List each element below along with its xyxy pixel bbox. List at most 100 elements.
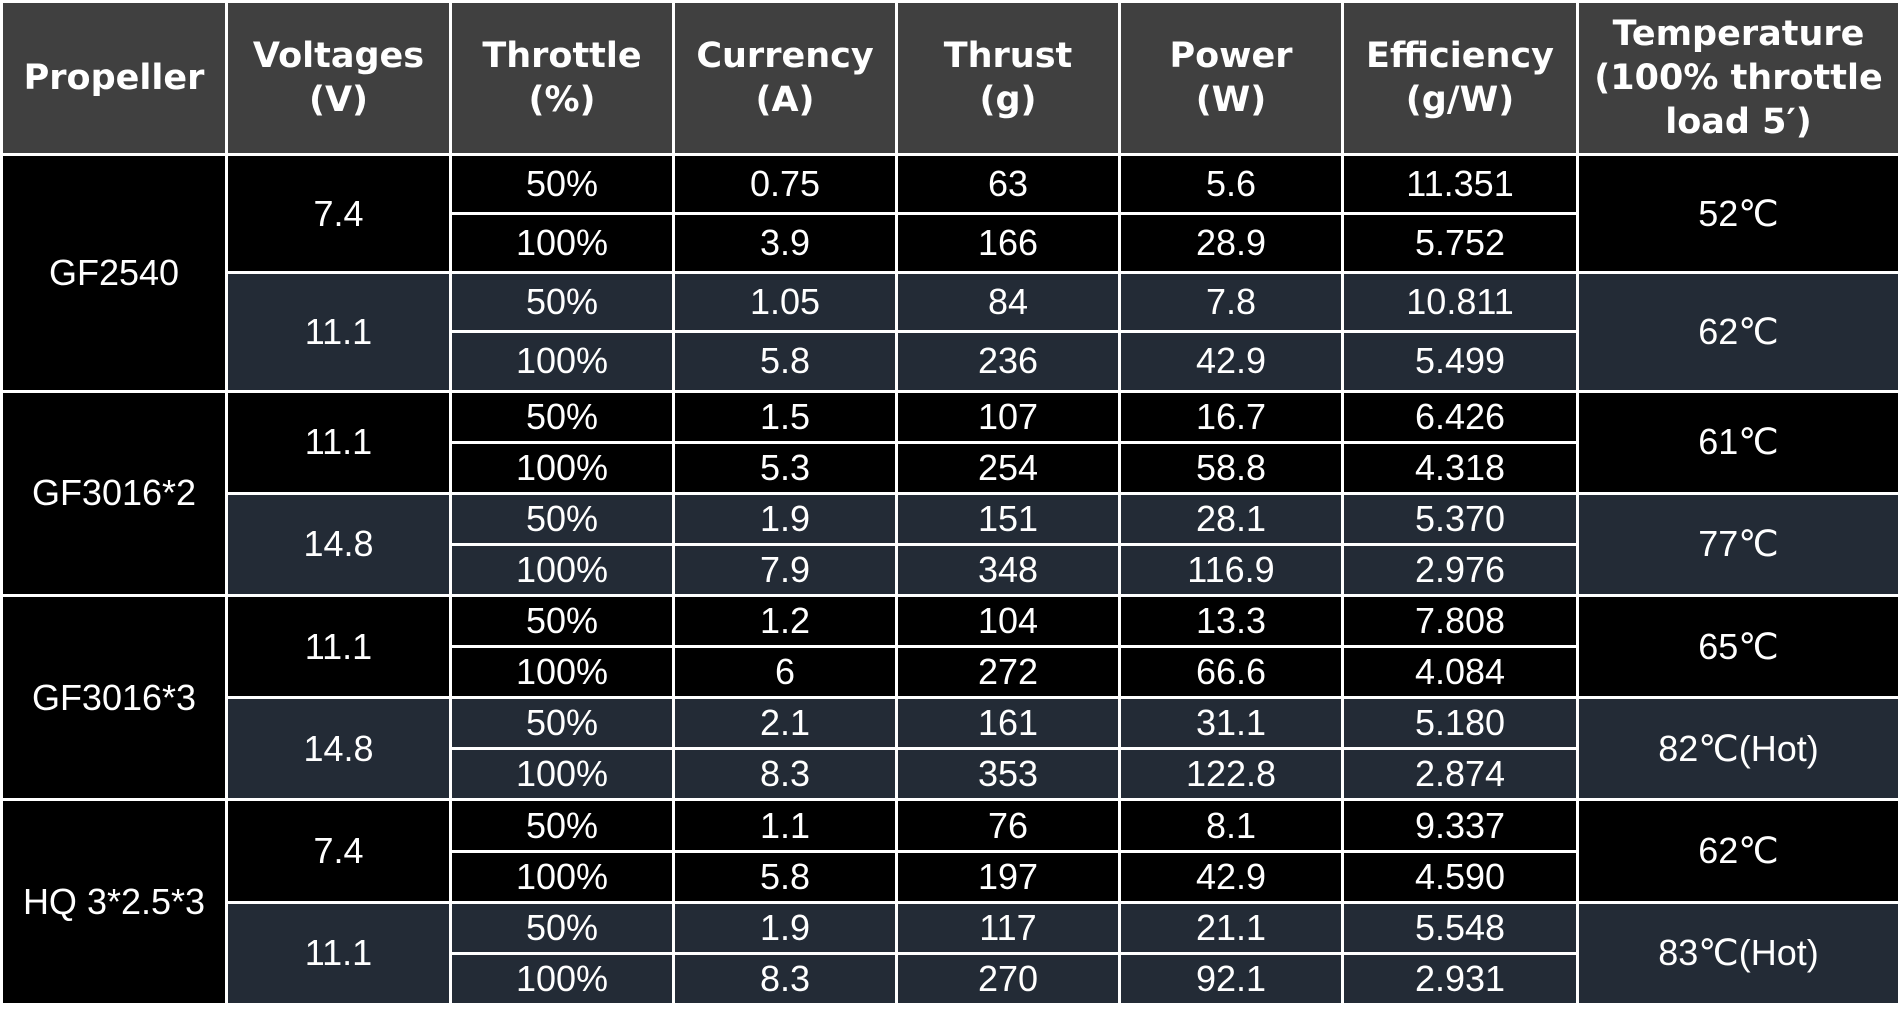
power-cell: 66.6	[1118, 645, 1344, 700]
efficiency-cell: 4.318	[1341, 440, 1579, 495]
header-label: Voltages	[252, 36, 425, 76]
current-cell: 1.9	[672, 900, 898, 955]
current-cell: 1.05	[672, 271, 898, 334]
header-propeller: Propeller	[0, 0, 228, 156]
voltage-cell: 14.8	[225, 491, 452, 598]
current-cell: 0.75	[672, 152, 898, 216]
power-cell: 122.8	[1118, 747, 1344, 802]
header-unit: load 5′)	[1665, 102, 1812, 142]
table-row: 100% 5.8 197 42.9 4.590	[2, 849, 1900, 904]
throttle-cell: 100%	[449, 747, 675, 802]
efficiency-cell: 4.084	[1341, 645, 1579, 700]
temperature-cell: 62℃	[1576, 798, 1900, 904]
current-cell: 3.9	[672, 212, 898, 275]
power-cell: 7.8	[1118, 271, 1344, 334]
propeller-name: GF3016*3	[0, 594, 228, 802]
thrust-cell: 107	[895, 389, 1121, 444]
power-cell: 28.9	[1118, 212, 1344, 275]
header-label: Power	[1169, 36, 1293, 76]
throttle-cell: 100%	[449, 212, 675, 275]
header-label: Currency	[696, 36, 874, 76]
power-cell: 13.3	[1118, 594, 1344, 649]
table-row: 14.8 50% 1.9 151 28.1 5.370 77℃	[2, 491, 1900, 598]
table-row: GF2540 7.4 50% 0.75 63 5.6 11.351 52℃	[0, 152, 1900, 393]
thrust-cell: 353	[895, 747, 1121, 802]
temperature-cell: 77℃	[1576, 491, 1900, 598]
power-cell: 58.8	[1118, 440, 1344, 495]
propeller-name: GF2540	[0, 153, 228, 393]
voltage-cell: 11.1	[225, 271, 452, 393]
thrust-cell: 84	[895, 271, 1121, 334]
header-temperature: Temperature (100% throttle load 5′)	[1576, 0, 1900, 156]
throttle-cell: 100%	[449, 440, 675, 495]
header-throttle: Throttle (%)	[449, 0, 675, 156]
current-cell: 1.1	[672, 798, 898, 853]
efficiency-cell: 5.499	[1341, 330, 1579, 393]
temperature-cell: 52℃	[1576, 152, 1900, 275]
table-row: 11.1 50% 1.9 117 21.1 5.548 83℃(Hot)	[2, 900, 1900, 1007]
current-cell: 1.5	[672, 389, 898, 444]
header-label: Temperature	[1612, 14, 1865, 54]
current-cell: 1.2	[672, 594, 898, 649]
performance-table: Propeller Voltages (V) Throttle (%) Curren…	[0, 0, 1900, 1007]
header-unit: (g)	[979, 80, 1037, 120]
efficiency-cell: 6.426	[1341, 389, 1579, 444]
thrust-cell: 236	[895, 330, 1121, 393]
power-cell: 5.6	[1118, 152, 1344, 216]
power-cell: 21.1	[1118, 900, 1344, 955]
efficiency-cell: 11.351	[1341, 152, 1579, 216]
propeller-group: GF3016*3 11.1 50% 1.2 104 13.3 7.808 65℃…	[0, 594, 1900, 802]
thrust-cell: 76	[895, 798, 1121, 853]
header-unit: (g/W)	[1405, 80, 1515, 120]
power-cell: 31.1	[1118, 696, 1344, 751]
throttle-cell: 50%	[449, 900, 675, 955]
header-unit: (W)	[1195, 80, 1267, 120]
current-cell: 1.9	[672, 491, 898, 546]
current-cell: 2.1	[672, 696, 898, 751]
header-efficiency: Efficiency (g/W)	[1341, 0, 1579, 156]
header-unit: (V)	[308, 80, 369, 120]
throttle-cell: 100%	[449, 645, 675, 700]
thrust-cell: 348	[895, 542, 1121, 598]
thrust-cell: 161	[895, 696, 1121, 751]
propeller-name: GF3016*2	[0, 389, 228, 598]
voltage-cell: 11.1	[225, 900, 452, 1007]
voltage-cell: 7.4	[225, 798, 452, 904]
current-cell: 5.3	[672, 440, 898, 495]
throttle-cell: 50%	[449, 491, 675, 546]
propeller-name: HQ 3*2.5*3	[0, 798, 228, 1006]
table-row: GF3016*3 11.1 50% 1.2 104 13.3 7.808 65℃	[0, 594, 1900, 802]
temperature-cell: 61℃	[1576, 389, 1900, 495]
thrust-cell: 151	[895, 491, 1121, 546]
efficiency-cell: 5.180	[1341, 696, 1579, 751]
header-unit: (%)	[528, 80, 596, 120]
voltage-cell: 7.4	[225, 152, 452, 275]
efficiency-cell: 5.548	[1341, 900, 1579, 955]
throttle-cell: 100%	[449, 951, 675, 1007]
efficiency-cell: 2.874	[1341, 747, 1579, 802]
throttle-cell: 100%	[449, 330, 675, 393]
efficiency-cell: 4.590	[1341, 849, 1579, 904]
voltage-cell: 14.8	[225, 696, 452, 802]
efficiency-cell: 7.808	[1341, 594, 1579, 649]
efficiency-cell: 5.752	[1341, 212, 1579, 275]
power-cell: 92.1	[1118, 951, 1344, 1007]
header-unit: (100% throttle	[1594, 58, 1883, 98]
power-cell: 42.9	[1118, 330, 1344, 393]
current-cell: 6	[672, 645, 898, 700]
throttle-cell: 50%	[449, 696, 675, 751]
table-row: 100% 5.3 254 58.8 4.318	[2, 440, 1900, 495]
header-current: Currency (A)	[672, 0, 898, 156]
current-cell: 8.3	[672, 747, 898, 802]
power-cell: 8.1	[1118, 798, 1344, 853]
table-row: HQ 3*2.5*3 7.4 50% 1.1 76 8.1 9.337 62℃	[0, 798, 1900, 1006]
header-label: Efficiency	[1366, 36, 1554, 76]
header-power: Power (W)	[1118, 0, 1344, 156]
efficiency-cell: 10.811	[1341, 271, 1579, 334]
thrust-cell: 104	[895, 594, 1121, 649]
thrust-cell: 272	[895, 645, 1121, 700]
throttle-cell: 50%	[449, 271, 675, 334]
thrust-cell: 197	[895, 849, 1121, 904]
header-unit: (A)	[755, 80, 815, 120]
header-row: Propeller Voltages (V) Throttle (%) Curren…	[0, 0, 1900, 156]
